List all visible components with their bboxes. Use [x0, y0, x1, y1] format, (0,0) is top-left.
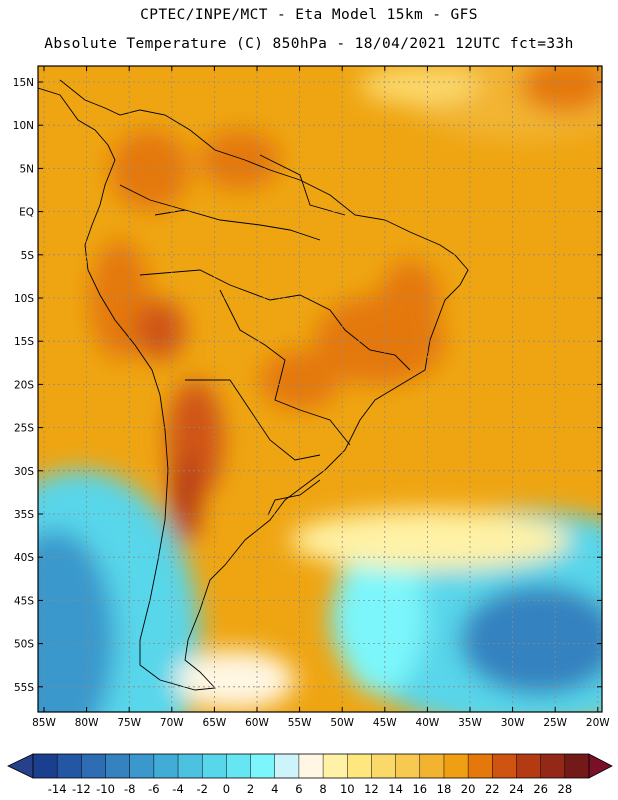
- colorbar-level-label: -4: [172, 782, 183, 796]
- lat-label: 5N: [19, 163, 34, 175]
- colorbar-level-label: 6: [295, 782, 302, 796]
- lon-label: 70W: [160, 717, 184, 729]
- lon-label: 75W: [117, 717, 141, 729]
- lon-label: 30W: [501, 717, 525, 729]
- axis-ticks: [38, 66, 602, 712]
- lon-label: 85W: [32, 717, 56, 729]
- colorbar-swatch: [226, 754, 251, 778]
- colorbar-level-label: 22: [485, 782, 500, 796]
- colorbar-swatch: [202, 754, 227, 778]
- lon-label: 40W: [416, 717, 440, 729]
- lat-label: 25S: [14, 423, 34, 435]
- colorbar-swatch: [540, 754, 566, 778]
- lat-label: 45S: [14, 595, 34, 607]
- lon-label: 60W: [245, 717, 269, 729]
- lat-label: 10N: [13, 120, 34, 132]
- colorbar-level-label: 16: [412, 782, 427, 796]
- lat-label: 35S: [14, 509, 34, 521]
- lat-label: 50S: [14, 639, 34, 651]
- colorbar-swatch: [57, 754, 82, 778]
- colorbar-level-label: 10: [340, 782, 355, 796]
- colorbar-level-label: 24: [509, 782, 524, 796]
- lon-label: 55W: [288, 717, 312, 729]
- colorbar-level-label: 4: [271, 782, 278, 796]
- lat-label: EQ: [19, 207, 34, 219]
- colorbar-level-label: -12: [72, 782, 91, 796]
- plot-frame: [37, 65, 603, 713]
- lat-label: 5S: [21, 250, 35, 262]
- colorbar-level-label: -2: [196, 782, 207, 796]
- colorbar-swatch: [298, 754, 324, 778]
- colorbar-level-label: 18: [437, 782, 452, 796]
- colorbar-level-label: 8: [319, 782, 326, 796]
- coastlines: [38, 79, 469, 691]
- lat-label: 55S: [14, 682, 34, 694]
- colorbar-swatch: [178, 754, 203, 778]
- colorbar-level-label: -14: [48, 782, 67, 796]
- temperature-field: [38, 66, 602, 712]
- colorbar-swatch: [468, 754, 493, 778]
- colorbar-level-label: 14: [388, 782, 403, 796]
- graticule: [38, 66, 602, 712]
- colorbar-level-label: 12: [364, 782, 379, 796]
- colorbar-level-label: 28: [558, 782, 573, 796]
- lon-label: 80W: [75, 717, 99, 729]
- colorbar-level-label: 2: [247, 782, 254, 796]
- colorbar-swatch: [323, 754, 348, 778]
- colorbar-swatch: [105, 754, 131, 778]
- lat-label: 10S: [14, 293, 34, 305]
- lat-label: 40S: [14, 552, 34, 564]
- colorbar-level-label: 20: [461, 782, 476, 796]
- colorbar-swatch: [516, 754, 542, 778]
- colorbar-swatch: [371, 754, 397, 778]
- lon-label: 45W: [373, 717, 397, 729]
- lat-label: 15S: [14, 336, 34, 348]
- colorbar-under-arrow: [7, 753, 34, 779]
- lon-label: 20W: [586, 717, 610, 729]
- colorbar-swatch: [274, 754, 300, 778]
- colorbar-level-label: -10: [96, 782, 115, 796]
- lat-label: 30S: [14, 466, 34, 478]
- chart-title-line1: CPTEC/INPE/MCT - Eta Model 15km - GFS: [140, 7, 478, 23]
- colorbar-swatch: [492, 754, 517, 778]
- lon-label: 65W: [203, 717, 227, 729]
- longitude-labels: 85W 80W 75W 70W 65W 60W 55W 50W 45W 40W 35W 30W 25W 2…: [32, 717, 610, 729]
- colorbar-over-arrow: [588, 753, 613, 779]
- colorbar-swatch: [419, 754, 445, 778]
- colorbar-swatch: [153, 754, 179, 778]
- lon-label: 50W: [330, 717, 354, 729]
- latitude-labels: 15N 10N 5N EQ 5S 10S 15S 20S 25S 30S 35S 40S 45S 50S 5…: [13, 77, 35, 694]
- lat-label: 20S: [14, 379, 34, 391]
- colorbar-level-label: 26: [533, 782, 548, 796]
- colorbar-level-label: 0: [223, 782, 230, 796]
- colorbar-swatch: [33, 754, 58, 778]
- lon-label: 25W: [543, 717, 567, 729]
- lon-label: 35W: [458, 717, 482, 729]
- lat-label: 15N: [13, 77, 34, 89]
- colorbar-swatch: [564, 754, 590, 778]
- colorbar-swatch: [250, 754, 276, 778]
- chart-title-line2: Absolute Temperature (C) 850hPa - 18/04/…: [44, 36, 574, 52]
- colorbar-level-label: -8: [124, 782, 135, 796]
- colorbar-swatch: [129, 754, 155, 778]
- colorbar-swatch: [81, 754, 106, 778]
- colorbar-swatch: [395, 754, 421, 778]
- colorbar-level-label: -6: [148, 782, 159, 796]
- colorbar-swatch: [347, 754, 372, 778]
- colorbar-swatch: [443, 754, 469, 778]
- colorbar: -14 -12 -10 -8 -6 -4 -2 0 2 4 6 8 10 12 14 16 18 20 22 24 26…: [7, 753, 613, 796]
